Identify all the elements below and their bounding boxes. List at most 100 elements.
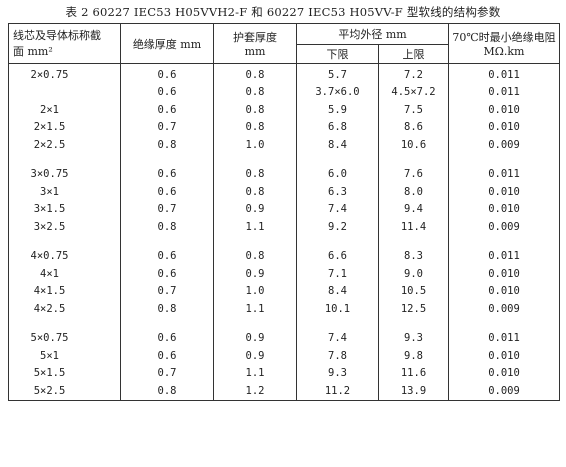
spacer-cell bbox=[120, 153, 214, 166]
header-lower: 下限 bbox=[296, 44, 379, 64]
cell-insulation: 0.6 bbox=[120, 63, 214, 84]
table-row: 2×1.5 0.7 0.8 6.8 8.6 0.010 bbox=[8, 118, 561, 136]
cell-lower: 9.3 bbox=[296, 364, 379, 382]
header-conductor-line1: 线芯及导体标称截 bbox=[13, 28, 101, 42]
cell-upper: 11.4 bbox=[377, 218, 450, 236]
cell-size: 2×1 bbox=[8, 101, 121, 119]
cell-insulation: 0.6 bbox=[120, 329, 214, 347]
cell-sheath: 0.9 bbox=[213, 347, 297, 365]
cell-insulation: 0.6 bbox=[120, 347, 214, 365]
cell-size: 5×2.5 bbox=[8, 382, 121, 401]
cell-size: 5×1 bbox=[8, 347, 121, 365]
cell-resistance: 0.011 bbox=[448, 165, 561, 183]
cell-insulation: 0.8 bbox=[120, 136, 214, 154]
cell-resistance: 0.010 bbox=[448, 265, 561, 283]
cell-lower: 5.9 bbox=[296, 101, 379, 119]
group-spacer bbox=[8, 153, 561, 166]
cell-lower: 8.4 bbox=[296, 136, 379, 154]
spacer-cell bbox=[296, 317, 379, 330]
cell-sheath: 0.9 bbox=[213, 200, 297, 218]
cell-size: 3×0.75 bbox=[8, 165, 121, 183]
cell-insulation: 0.6 bbox=[120, 101, 214, 119]
cell-lower: 8.4 bbox=[296, 282, 379, 300]
cell-lower: 7.4 bbox=[296, 329, 379, 347]
cell-sheath: 0.8 bbox=[213, 83, 297, 101]
cell-upper: 8.6 bbox=[377, 118, 450, 136]
cell-sheath: 0.8 bbox=[213, 183, 297, 201]
cell-insulation: 0.7 bbox=[120, 364, 214, 382]
cell-resistance: 0.010 bbox=[448, 118, 561, 136]
cell-sheath: 0.8 bbox=[213, 118, 297, 136]
spacer-cell bbox=[448, 317, 561, 330]
cell-size: 3×2.5 bbox=[8, 218, 121, 236]
table-row: 3×1.5 0.7 0.9 7.4 9.4 0.010 bbox=[8, 200, 561, 218]
group-spacer bbox=[8, 235, 561, 248]
cell-upper: 7.6 bbox=[377, 165, 450, 183]
cell-upper: 8.0 bbox=[377, 183, 450, 201]
cell-size: 5×1.5 bbox=[8, 364, 121, 382]
spacer-cell bbox=[296, 235, 379, 248]
cell-insulation: 0.7 bbox=[120, 200, 214, 218]
header-insulation: 绝缘厚度 mm bbox=[120, 23, 214, 64]
cell-insulation: 0.7 bbox=[120, 282, 214, 300]
table-body: 2×0.75 0.6 0.8 5.7 7.2 0.011 0.6 0.8 3.7×6.0 4.5×… bbox=[8, 63, 561, 401]
cell-upper: 13.9 bbox=[377, 382, 450, 401]
cell-size: 4×1 bbox=[8, 265, 121, 283]
cell-size: 2×0.75 bbox=[8, 63, 121, 84]
header-upper: 上限 bbox=[377, 44, 450, 64]
cell-sheath: 1.0 bbox=[213, 282, 297, 300]
spacer-cell bbox=[8, 235, 121, 248]
cell-sheath: 0.8 bbox=[213, 63, 297, 84]
header-sheath-line2: mm bbox=[244, 45, 266, 58]
cell-lower: 5.7 bbox=[296, 63, 379, 84]
header-sheath-line1: 护套厚度 bbox=[233, 31, 277, 44]
cell-size: 4×0.75 bbox=[8, 247, 121, 265]
cell-resistance: 0.009 bbox=[448, 136, 561, 154]
cell-upper: 9.0 bbox=[377, 265, 450, 283]
cell-insulation: 0.6 bbox=[120, 247, 214, 265]
cell-lower: 6.8 bbox=[296, 118, 379, 136]
cell-lower: 9.2 bbox=[296, 218, 379, 236]
cell-resistance: 0.010 bbox=[448, 347, 561, 365]
spacer-cell bbox=[377, 235, 450, 248]
cell-insulation: 0.6 bbox=[120, 165, 214, 183]
cell-sheath: 0.9 bbox=[213, 329, 297, 347]
cell-size: 5×0.75 bbox=[8, 329, 121, 347]
cell-sheath: 0.8 bbox=[213, 165, 297, 183]
cell-lower: 6.6 bbox=[296, 247, 379, 265]
cell-resistance: 0.010 bbox=[448, 282, 561, 300]
cell-sheath: 1.1 bbox=[213, 364, 297, 382]
cell-sheath: 1.1 bbox=[213, 300, 297, 318]
table-row: 2×2.5 0.8 1.0 8.4 10.6 0.009 bbox=[8, 136, 561, 154]
cell-upper: 4.5×7.2 bbox=[377, 83, 450, 101]
header-conductor-line2: 面 mm² bbox=[13, 44, 53, 58]
cell-lower: 10.1 bbox=[296, 300, 379, 318]
cell-insulation: 0.6 bbox=[120, 83, 214, 101]
table-row: 2×0.75 0.6 0.8 5.7 7.2 0.011 bbox=[8, 63, 561, 84]
cell-insulation: 0.8 bbox=[120, 300, 214, 318]
header-resistance-line1: 70℃时最小绝缘电阻 bbox=[452, 31, 556, 44]
cell-resistance: 0.010 bbox=[448, 101, 561, 119]
cell-resistance: 0.011 bbox=[448, 63, 561, 84]
cell-lower: 11.2 bbox=[296, 382, 379, 401]
cell-resistance: 0.009 bbox=[448, 382, 561, 401]
cell-sheath: 1.1 bbox=[213, 218, 297, 236]
cell-upper: 10.5 bbox=[377, 282, 450, 300]
spacer-cell bbox=[296, 153, 379, 166]
cell-upper: 9.4 bbox=[377, 200, 450, 218]
cell-resistance: 0.011 bbox=[448, 247, 561, 265]
spacer-cell bbox=[448, 153, 561, 166]
cell-size: 2×1.5 bbox=[8, 118, 121, 136]
cell-upper: 8.3 bbox=[377, 247, 450, 265]
cell-resistance: 0.010 bbox=[448, 364, 561, 382]
cell-upper: 10.6 bbox=[377, 136, 450, 154]
cell-upper: 7.2 bbox=[377, 63, 450, 84]
cell-resistance: 0.011 bbox=[448, 83, 561, 101]
cell-lower: 7.8 bbox=[296, 347, 379, 365]
cell-sheath: 1.0 bbox=[213, 136, 297, 154]
cell-resistance: 0.009 bbox=[448, 218, 561, 236]
table-row: 5×1.5 0.7 1.1 9.3 11.6 0.010 bbox=[8, 364, 561, 382]
cell-lower: 6.0 bbox=[296, 165, 379, 183]
table-row: 2×1 0.6 0.8 5.9 7.5 0.010 bbox=[8, 101, 561, 119]
table-row: 3×1 0.6 0.8 6.3 8.0 0.010 bbox=[8, 183, 561, 201]
